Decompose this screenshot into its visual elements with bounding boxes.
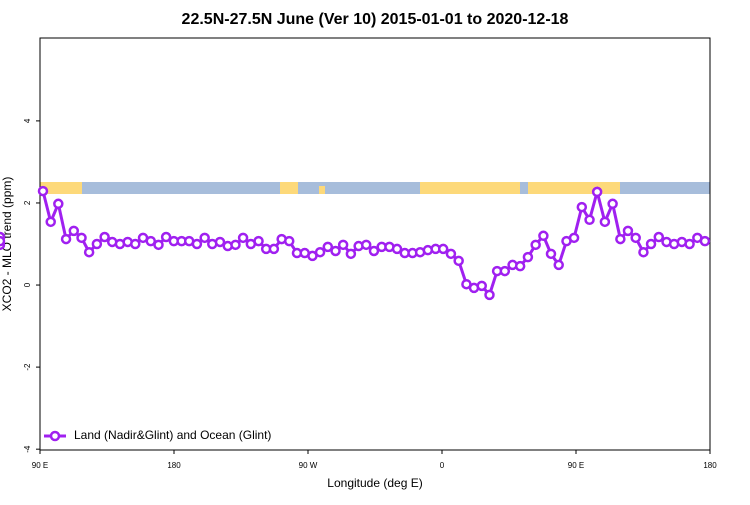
x-axis-label: Longitude (deg E) [327,476,422,490]
data-point [684,238,695,250]
land-strip [280,182,298,194]
x-tick-label: 90 E [32,461,48,470]
data-point [391,243,403,255]
data-point [253,235,264,247]
data-point [553,259,564,271]
x-tick-label: 90 W [299,461,318,470]
legend-label: Land (Nadir&Glint) and Ocean (Glint) [74,428,271,442]
data-point [160,231,172,243]
data-point [638,246,649,258]
data-point [607,198,618,210]
data-point [453,255,464,267]
land-strip [528,182,620,194]
data-point [360,239,372,251]
data-point [37,185,49,197]
y-axis-label: XCO2 - MLO trend (ppm) [0,177,14,312]
y-tick-label: 0 [23,282,32,287]
x-tick-label: 0 [440,461,445,470]
data-point [591,186,603,198]
chart-title: 22.5N-27.5N June (Ver 10) 2015-01-01 to … [182,11,569,28]
data-point [437,243,449,255]
data-point [268,243,280,255]
data-point [230,239,241,251]
data-point [214,236,226,248]
y-tick-label: -2 [23,363,32,371]
data-point [0,235,6,247]
data-point [568,232,580,244]
legend-marker [49,430,61,442]
data-point [322,241,334,253]
data-point [68,225,80,237]
data-point [145,235,157,247]
data-point [653,231,665,243]
data-point [330,245,341,257]
data-point [45,216,56,228]
data-point [499,265,511,277]
data-point [545,248,557,260]
data-point [522,251,534,263]
data-point [199,232,210,244]
x-tick-label: 180 [167,461,181,470]
data-point [645,238,657,250]
data-point [445,248,457,260]
x-tick-label: 90 E [568,461,584,470]
data-point [314,246,326,258]
data-point [368,245,380,257]
data-point [514,260,526,272]
data-point [91,238,103,250]
data-point [153,239,164,251]
y-tick-label: 2 [23,200,32,205]
x-tick-label: 180 [703,461,717,470]
data-point [699,235,711,247]
data-point [191,238,203,250]
land-strip [420,182,520,194]
data-point [345,248,357,260]
plot-frame [39,37,711,451]
data-point [630,232,641,244]
data-point [599,216,611,228]
data-point [83,246,95,258]
y-tick-label: 4 [23,118,32,123]
data-point [484,289,495,301]
data-point [283,235,295,247]
data-point [76,232,87,244]
data-point [237,232,249,244]
data-point [538,230,549,242]
data-point [99,231,110,243]
data-point [476,280,488,292]
data-point [130,238,141,250]
land-strip [40,182,82,194]
map-strip [40,182,710,194]
land-strip [319,186,325,194]
data-point [584,214,595,226]
data-point [53,198,64,210]
data-point [530,239,541,251]
data-point [615,233,626,245]
y-tick-label: -4 [23,445,32,453]
data-point [622,225,634,237]
data-point [60,233,72,245]
data-point [337,239,349,251]
data-point [576,201,588,213]
